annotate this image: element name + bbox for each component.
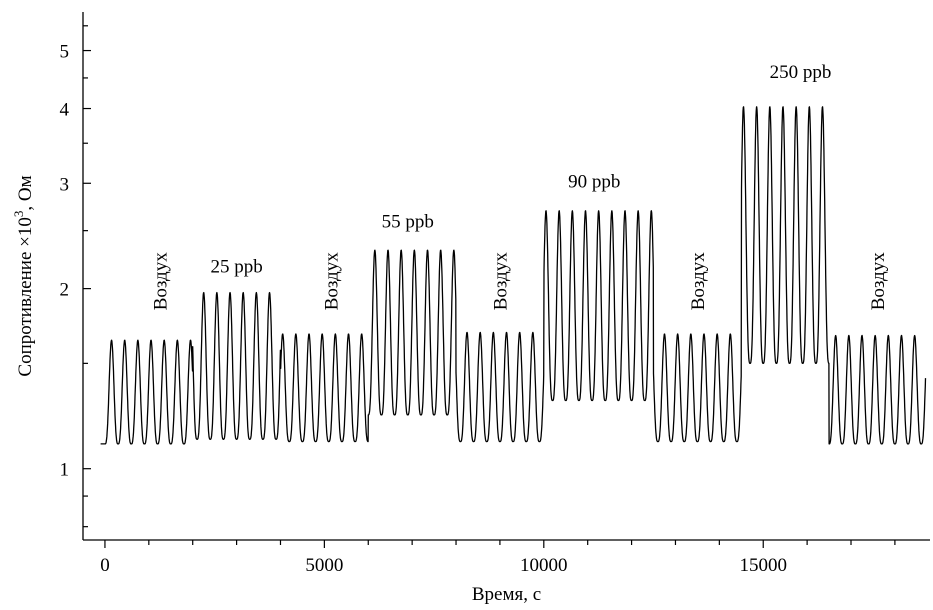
segment-label-concentration: 25 ppb bbox=[210, 256, 262, 277]
segment-label-air: Воздух bbox=[150, 252, 171, 311]
annotations: Воздух 25 ppb Воздух 55 ppb Воздух 90 ppb Возд… bbox=[150, 62, 889, 310]
y-tick-label: 1 bbox=[60, 460, 70, 481]
y-axis-title-unit: , Ом bbox=[15, 175, 36, 210]
y-tick-label: 4 bbox=[60, 100, 70, 121]
y-tick-label: 3 bbox=[60, 174, 70, 195]
x-tick-label: 10000 bbox=[520, 555, 568, 576]
axes bbox=[82, 12, 930, 541]
y-axis-title-exponent: 3 bbox=[11, 211, 26, 218]
segment-label-air: Воздух bbox=[868, 252, 889, 311]
x-tick-label: 0 bbox=[100, 555, 110, 576]
y-axis-title-main: Сопротивление ×10 bbox=[15, 217, 36, 376]
x-tick-label: 15000 bbox=[739, 555, 787, 576]
segment-label-air: Воздух bbox=[491, 252, 512, 311]
segment-label-air: Воздух bbox=[688, 252, 709, 311]
segment-label-concentration: 250 ppb bbox=[770, 62, 832, 83]
y-axis-title: Сопротивление ×103, Ом bbox=[11, 175, 36, 376]
segment-label-concentration: 55 ppb bbox=[382, 212, 434, 233]
resistance-series-line bbox=[100, 106, 927, 445]
y-tick-label: 2 bbox=[60, 280, 70, 301]
segment-label-concentration: 90 ppb bbox=[568, 172, 620, 193]
x-axis-title: Время, с bbox=[472, 584, 541, 605]
plot-area bbox=[100, 106, 927, 445]
x-tick-label: 5000 bbox=[305, 555, 343, 576]
ticks: 0 5000 10000 15000 1 2 3 4 5 bbox=[60, 25, 896, 576]
y-tick-label: 5 bbox=[60, 42, 70, 63]
segment-label-air: Воздух bbox=[322, 252, 343, 311]
